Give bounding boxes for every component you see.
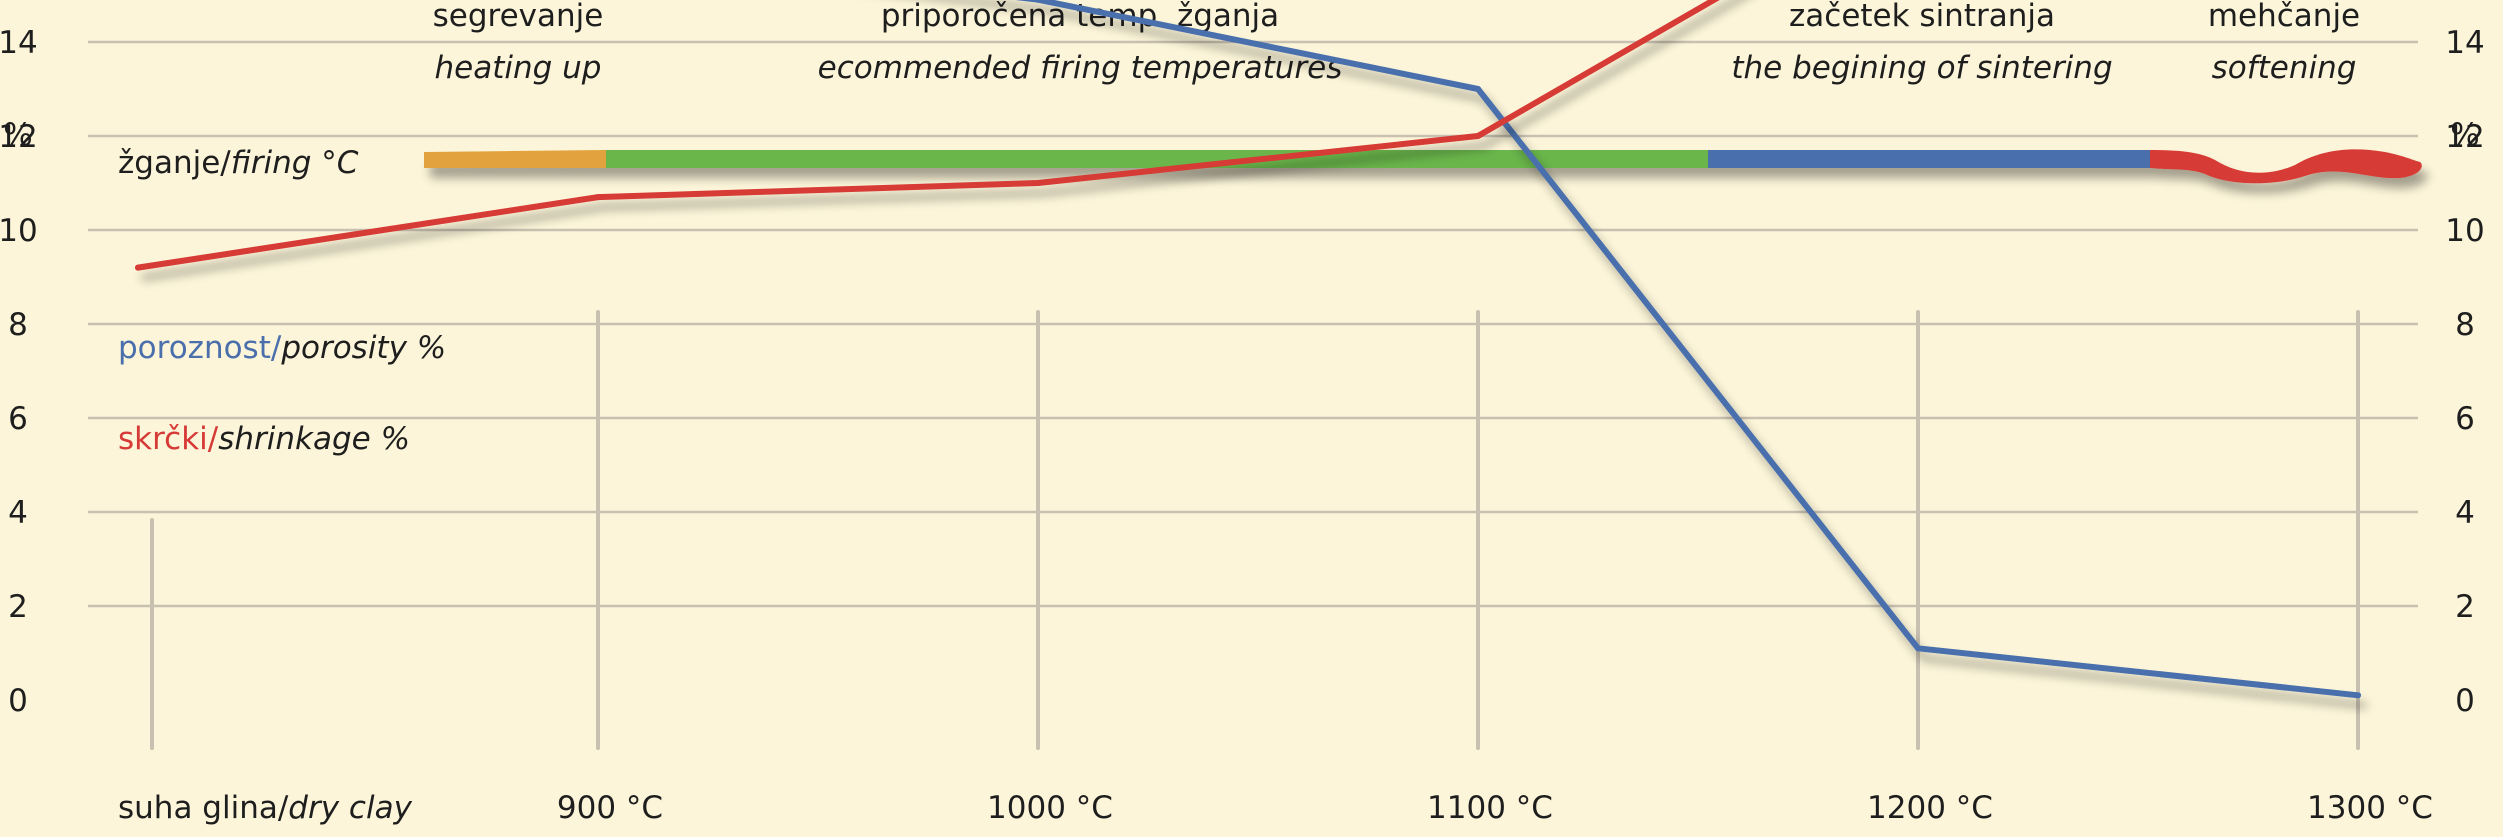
firing-bar-label-sl: žganje/ xyxy=(118,145,231,181)
x-tick-2-sl: 1000 °C xyxy=(987,790,1113,826)
x-tick-0-sl: suha glina/ xyxy=(118,790,289,826)
y-tick-left-6: 6 xyxy=(8,401,28,437)
phase-title-1: priporočena temp. žganja xyxy=(881,0,1279,34)
series-1-point-2 xyxy=(1035,180,1041,186)
series-1-point-1 xyxy=(595,194,601,201)
series-label-1-en: shrinkage % xyxy=(218,421,410,457)
series-0-point-3 xyxy=(1475,86,1481,92)
firing-bar-segment-sintering xyxy=(1708,150,2152,168)
y-tick-right-10: 10 xyxy=(2445,213,2484,249)
series-1-point-3 xyxy=(1475,133,1481,139)
series-label-0: poroznost/porosity % xyxy=(118,330,446,366)
y-tick-left-0: 0 xyxy=(8,683,28,719)
x-tick-1-sl: 900 °C xyxy=(557,790,663,826)
series-line-0 xyxy=(1014,0,2361,699)
y-tick-left-2: 2 xyxy=(8,589,28,625)
series-0-point-4 xyxy=(1915,645,1921,652)
firing-bar-segment-softening xyxy=(2150,149,2422,184)
x-tick-2: 1000 °C xyxy=(987,790,1113,826)
y-tick-right-12: 12 xyxy=(2445,119,2484,155)
y-axis-unit-left: % xyxy=(3,117,32,153)
y-tick-right-4: 4 xyxy=(2455,495,2475,531)
y-tick-right-14: 14 xyxy=(2445,25,2484,61)
firing-bar-label: žganje/firing °C xyxy=(118,145,359,181)
x-tick-0: suha glina/dry clay xyxy=(118,790,413,826)
firing-bar-segment-recommended xyxy=(606,150,1710,168)
series-1-point-0 xyxy=(135,264,141,271)
x-tick-4: 1200 °C xyxy=(1867,790,1993,826)
series-0-point-5 xyxy=(2355,692,2361,699)
x-tick-5: 1300 °C xyxy=(2307,790,2433,826)
series-label-0-sl: poroznost/ xyxy=(118,330,282,366)
y-tick-left-8: 8 xyxy=(8,307,28,343)
y-tick-left-10: 10 xyxy=(0,213,38,249)
x-tick-5-sl: 1300 °C xyxy=(2307,790,2433,826)
series-label-1: skrčki/shrinkage % xyxy=(118,421,410,457)
firing-bar-label-en: firing °C xyxy=(231,145,359,181)
series-label-1-sl: skrčki/ xyxy=(118,421,219,457)
y-tick-left-12: 12 xyxy=(0,119,38,155)
firing-bar xyxy=(424,149,2422,184)
phase-title-2: začetek sintranja xyxy=(1789,0,2055,34)
y-tick-right-0: 0 xyxy=(2455,683,2475,719)
y-tick-left-4: 4 xyxy=(8,495,28,531)
y-tick-right-2: 2 xyxy=(2455,589,2475,625)
y-tick-left-14: 14 xyxy=(0,25,38,61)
phase-subtitle-3: softening xyxy=(2212,50,2357,86)
x-tick-1: 900 °C xyxy=(557,790,663,826)
x-tick-4-sl: 1200 °C xyxy=(1867,790,1993,826)
series-1 xyxy=(135,0,1720,271)
phase-subtitle-1: ecommended firing temperatures xyxy=(818,50,1343,86)
series-0 xyxy=(1014,0,2361,699)
firing-bar-segment-heating xyxy=(424,150,606,168)
y-tick-right-8: 8 xyxy=(2455,307,2475,343)
x-tick-3: 1100 °C xyxy=(1427,790,1553,826)
series-line-1 xyxy=(135,0,1720,271)
phase-subtitle-2: the begining of sintering xyxy=(1731,50,2112,86)
y-axis-unit-right: % xyxy=(2450,117,2479,153)
series-0-point-2 xyxy=(1035,0,1041,3)
phase-title-3: mehčanje xyxy=(2208,0,2360,34)
x-tick-0-en: dry clay xyxy=(288,790,412,826)
x-tick-3-sl: 1100 °C xyxy=(1427,790,1553,826)
y-tick-right-6: 6 xyxy=(2455,401,2475,437)
series-label-0-en: porosity % xyxy=(280,330,446,366)
phase-subtitle-0: heating up xyxy=(435,50,602,86)
phase-title-0: segrevanje xyxy=(433,0,604,34)
